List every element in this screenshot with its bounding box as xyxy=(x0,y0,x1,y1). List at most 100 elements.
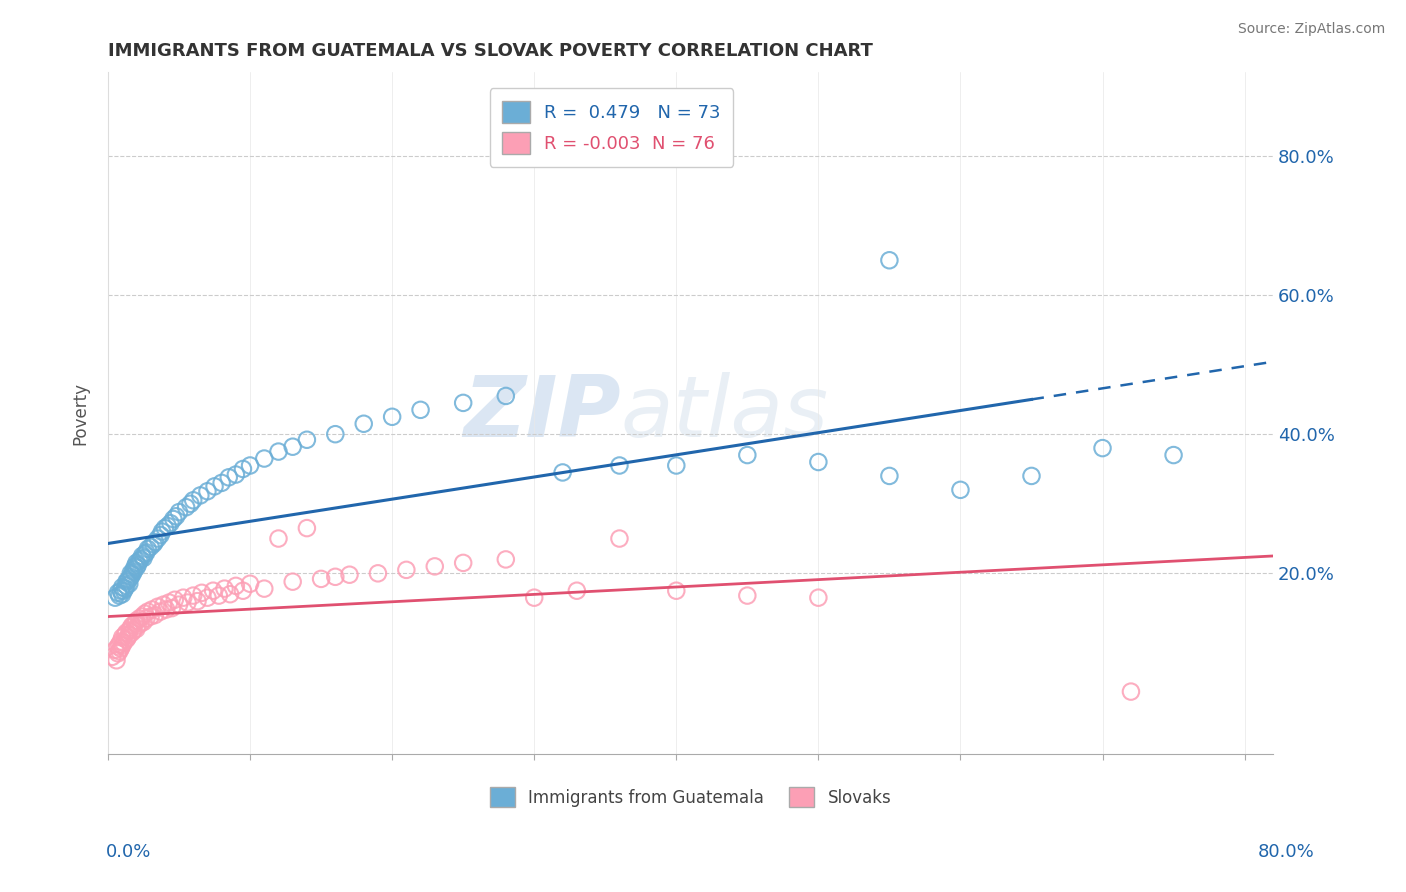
Point xyxy=(146,599,169,614)
Point xyxy=(108,589,131,603)
Point xyxy=(172,591,194,605)
Point xyxy=(125,556,148,570)
Point xyxy=(949,483,972,497)
Point xyxy=(353,417,375,431)
Point xyxy=(323,427,346,442)
Point xyxy=(155,602,177,616)
Point xyxy=(110,583,132,598)
Point xyxy=(125,614,148,628)
Point xyxy=(202,583,225,598)
Point xyxy=(191,586,214,600)
Point xyxy=(121,625,143,640)
Point xyxy=(423,559,446,574)
Point xyxy=(551,466,574,480)
Point xyxy=(295,521,318,535)
Point xyxy=(132,615,155,629)
Point xyxy=(114,582,136,596)
Point xyxy=(1021,469,1043,483)
Point xyxy=(108,644,131,658)
Point xyxy=(110,641,132,656)
Point xyxy=(208,589,231,603)
Point xyxy=(117,574,139,588)
Point xyxy=(111,587,134,601)
Point xyxy=(267,532,290,546)
Point xyxy=(142,537,165,551)
Point xyxy=(665,458,688,473)
Point xyxy=(124,616,146,631)
Point xyxy=(111,580,134,594)
Point xyxy=(160,601,183,615)
Point xyxy=(211,475,233,490)
Point xyxy=(1119,684,1142,698)
Point xyxy=(118,624,141,638)
Point xyxy=(1091,441,1114,455)
Point xyxy=(131,549,153,563)
Point xyxy=(204,479,226,493)
Point xyxy=(128,611,150,625)
Point xyxy=(665,583,688,598)
Point xyxy=(218,470,240,484)
Point xyxy=(125,561,148,575)
Point xyxy=(239,458,262,473)
Point xyxy=(451,556,474,570)
Point xyxy=(153,521,176,535)
Point xyxy=(253,582,276,596)
Point xyxy=(120,570,142,584)
Point xyxy=(737,448,759,462)
Point xyxy=(495,389,517,403)
Point xyxy=(139,540,162,554)
Point xyxy=(107,640,129,654)
Point xyxy=(167,598,190,612)
Point xyxy=(152,598,174,612)
Point xyxy=(181,589,204,603)
Point xyxy=(165,509,187,524)
Point xyxy=(163,592,186,607)
Point xyxy=(118,576,141,591)
Point xyxy=(609,458,631,473)
Point xyxy=(523,591,546,605)
Text: atlas: atlas xyxy=(620,372,828,455)
Point xyxy=(101,649,124,664)
Point xyxy=(162,512,184,526)
Point xyxy=(107,646,129,660)
Point xyxy=(214,582,236,596)
Point xyxy=(107,586,129,600)
Point xyxy=(381,409,404,424)
Point xyxy=(565,583,588,598)
Point xyxy=(122,624,145,638)
Point xyxy=(141,602,163,616)
Point xyxy=(807,455,830,469)
Point xyxy=(159,516,181,531)
Point xyxy=(197,484,219,499)
Point xyxy=(115,579,138,593)
Point xyxy=(131,609,153,624)
Point xyxy=(104,643,127,657)
Point xyxy=(143,535,166,549)
Point xyxy=(1163,448,1185,462)
Point xyxy=(127,558,149,572)
Point xyxy=(309,572,332,586)
Point xyxy=(117,630,139,644)
Y-axis label: Poverty: Poverty xyxy=(72,382,89,445)
Point xyxy=(136,541,159,556)
Point xyxy=(135,545,157,559)
Point xyxy=(129,552,152,566)
Point xyxy=(879,253,901,268)
Point xyxy=(150,524,173,539)
Point xyxy=(879,469,901,483)
Point xyxy=(157,596,180,610)
Point xyxy=(149,605,172,619)
Point xyxy=(451,396,474,410)
Point xyxy=(167,505,190,519)
Point xyxy=(129,616,152,631)
Point xyxy=(139,609,162,624)
Point xyxy=(121,567,143,582)
Point xyxy=(737,589,759,603)
Point xyxy=(253,451,276,466)
Point xyxy=(124,559,146,574)
Point xyxy=(122,563,145,577)
Point xyxy=(232,583,254,598)
Point xyxy=(225,467,247,482)
Point xyxy=(136,605,159,619)
Legend: Immigrants from Guatemala, Slovaks: Immigrants from Guatemala, Slovaks xyxy=(484,780,898,814)
